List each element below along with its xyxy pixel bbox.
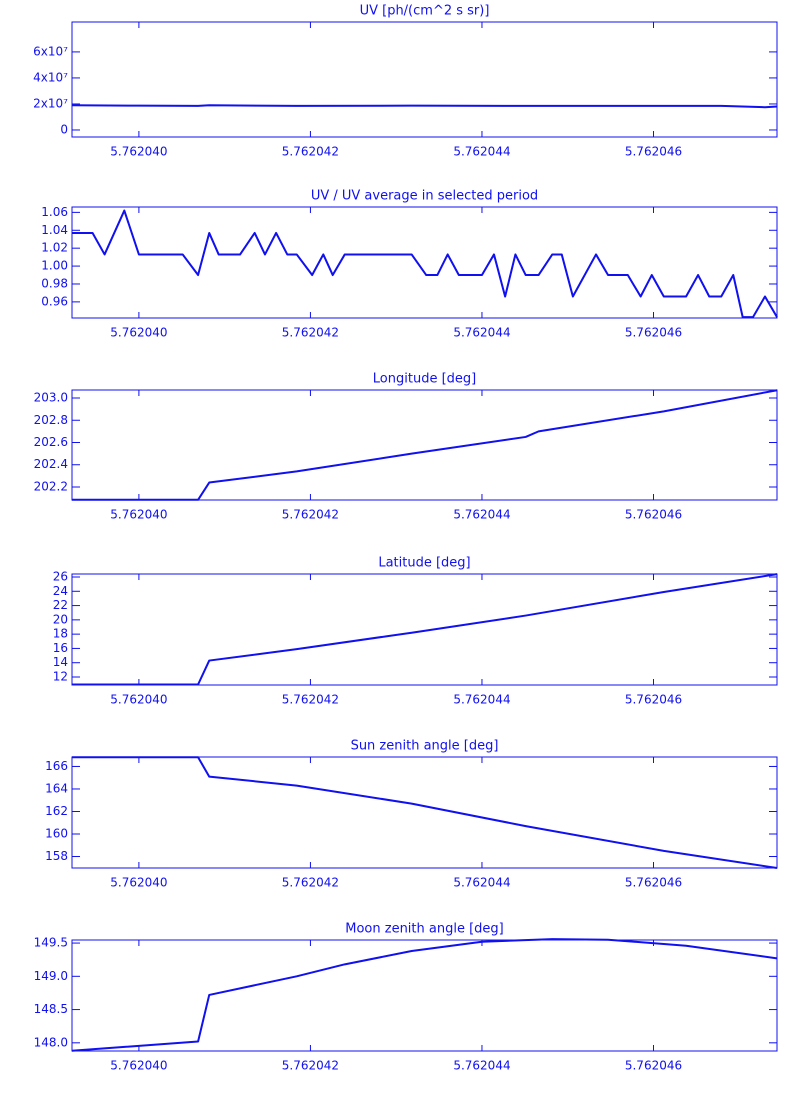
plot-frame: [71, 939, 778, 1052]
y-tick-label: 6x10⁷: [33, 44, 68, 58]
y-tick-label: 14: [53, 655, 68, 669]
plot-frame: [71, 21, 778, 138]
data-line: [72, 573, 778, 686]
y-tick-label: 148.0: [34, 1035, 68, 1049]
y-tick-label: 149.0: [34, 969, 68, 983]
y-tick-label: 202.4: [34, 457, 68, 471]
y-tick-label: 26: [53, 570, 68, 584]
data-line: [72, 756, 778, 869]
plot-frame: [71, 389, 778, 501]
y-tick-label: 0.98: [41, 276, 68, 290]
y-tick-label: 166: [45, 759, 68, 773]
y-tick-label: 16: [53, 641, 68, 655]
y-tick-label: 0.96: [41, 294, 68, 308]
chart-title: Longitude [deg]: [373, 372, 476, 387]
x-tick-label: 5.762040: [110, 326, 167, 340]
x-tick-label: 5.762040: [110, 508, 167, 522]
y-tick-label: 22: [53, 598, 68, 612]
x-tick-label: 5.762044: [453, 876, 510, 890]
y-tick-label: 20: [53, 612, 68, 626]
y-tick-label: 202.6: [34, 435, 68, 449]
x-tick-label: 5.762046: [625, 145, 682, 159]
x-tick-label: 5.762040: [110, 1059, 167, 1073]
x-tick-label: 5.762046: [625, 876, 682, 890]
y-tick-label: 158: [45, 849, 68, 863]
y-tick-label: 24: [53, 584, 68, 598]
plot-frame: [71, 573, 778, 686]
data-line: [72, 389, 778, 501]
y-tick-label: 160: [45, 827, 68, 841]
x-tick-label: 5.762044: [453, 326, 510, 340]
x-tick-label: 5.762044: [453, 1059, 510, 1073]
plot-frame: [71, 206, 778, 319]
data-line: [71, 938, 778, 1052]
x-tick-label: 5.762046: [625, 508, 682, 522]
y-tick-label: 2x10⁷: [33, 96, 68, 110]
y-tick-label: 1.04: [41, 223, 68, 237]
x-tick-label: 5.762040: [110, 876, 167, 890]
y-tick-label: 164: [45, 781, 68, 795]
chart-title: Moon zenith angle [deg]: [345, 922, 503, 937]
x-tick-label: 5.762046: [625, 693, 682, 707]
x-tick-label: 5.762042: [282, 693, 339, 707]
chart-title: UV / UV average in selected period: [311, 189, 538, 204]
y-tick-label: 12: [53, 670, 68, 684]
y-tick-label: 18: [53, 627, 68, 641]
y-tick-label: 148.5: [34, 1002, 68, 1016]
x-tick-label: 5.762042: [282, 876, 339, 890]
x-tick-label: 5.762046: [625, 326, 682, 340]
x-tick-label: 5.762042: [282, 326, 339, 340]
x-tick-label: 5.762044: [453, 508, 510, 522]
x-tick-label: 5.762040: [110, 145, 167, 159]
y-tick-label: 202.8: [34, 413, 68, 427]
x-tick-label: 5.762044: [453, 693, 510, 707]
x-tick-label: 5.762042: [282, 145, 339, 159]
y-tick-label: 149.5: [34, 936, 68, 950]
chart-title: Latitude [deg]: [378, 556, 470, 571]
y-tick-label: 4x10⁷: [33, 70, 68, 84]
y-tick-label: 202.2: [34, 479, 68, 493]
plot-frame: [71, 756, 778, 869]
x-tick-label: 5.762044: [453, 145, 510, 159]
y-tick-label: 0: [60, 122, 68, 136]
y-tick-label: 1.06: [41, 205, 68, 219]
x-tick-label: 5.762046: [625, 1059, 682, 1073]
chart-title: UV [ph/(cm^2 s sr)]: [360, 4, 490, 19]
data-line: [72, 209, 778, 319]
y-tick-label: 162: [45, 804, 68, 818]
x-tick-label: 5.762040: [110, 693, 167, 707]
chart-title: Sun zenith angle [deg]: [351, 739, 499, 754]
y-tick-label: 1.00: [41, 259, 68, 273]
x-tick-label: 5.762042: [282, 1059, 339, 1073]
y-tick-label: 203.0: [34, 391, 68, 405]
x-tick-label: 5.762042: [282, 508, 339, 522]
data-line: [71, 104, 778, 109]
y-tick-label: 1.02: [41, 241, 68, 255]
